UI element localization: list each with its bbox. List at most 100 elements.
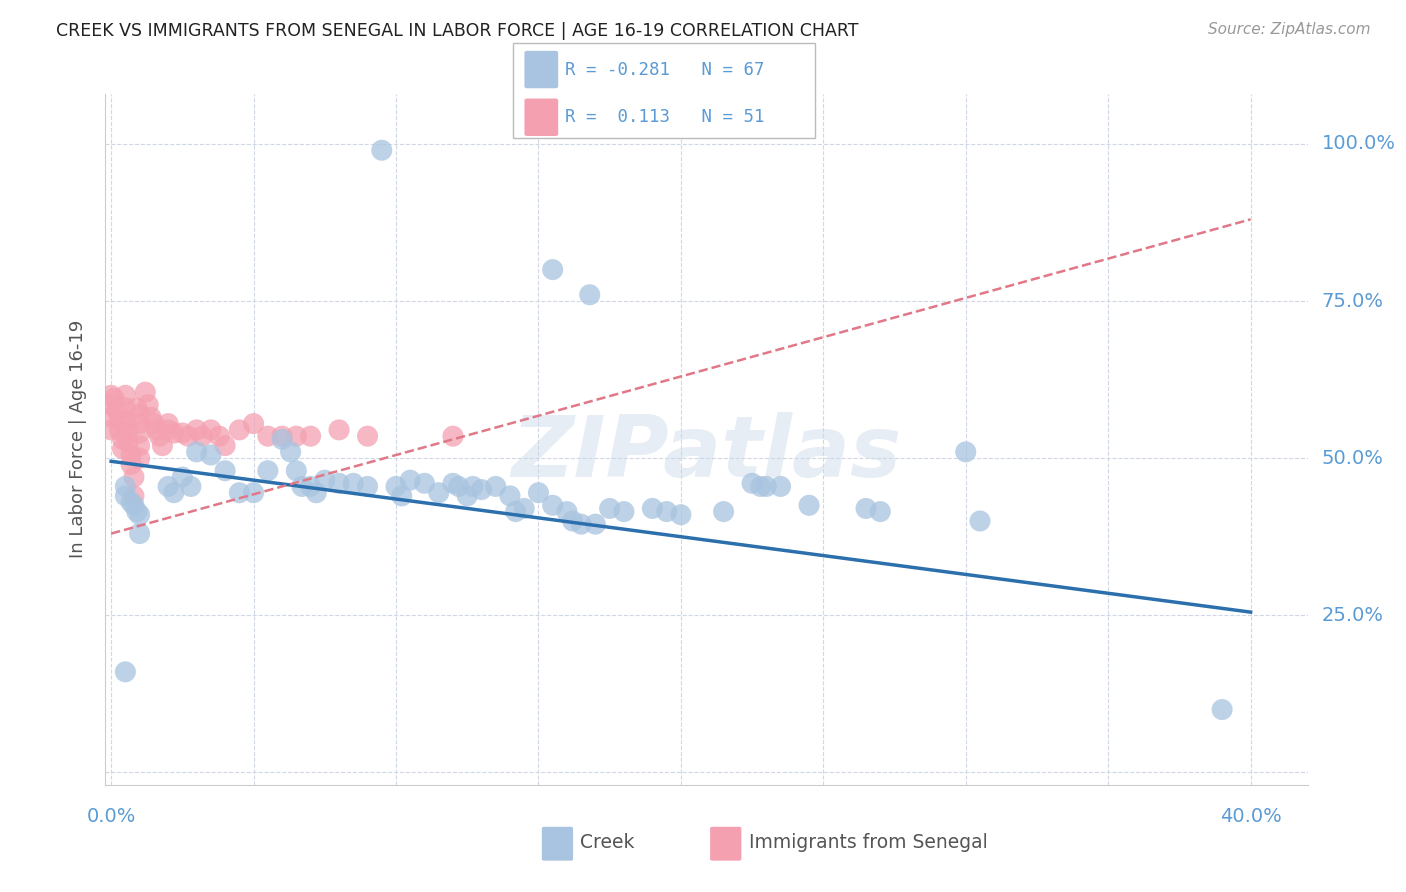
Point [103, 392, 125, 406]
Point [447, 479, 470, 493]
Point [314, 473, 336, 487]
Point [583, 517, 606, 532]
Point [299, 429, 322, 443]
Point [427, 485, 450, 500]
Point [755, 479, 778, 493]
Point [125, 505, 148, 519]
Point [328, 476, 350, 491]
Point [163, 485, 186, 500]
Point [356, 429, 378, 443]
Point [125, 401, 148, 415]
Point [214, 464, 236, 478]
Point [122, 498, 145, 512]
Point [371, 143, 394, 157]
Point [208, 429, 231, 443]
Point [291, 479, 314, 493]
Point [214, 439, 236, 453]
Point [114, 401, 136, 415]
Point [108, 423, 131, 437]
Point [513, 501, 536, 516]
Point [505, 505, 527, 519]
Point [1211, 702, 1233, 716]
Point [114, 388, 136, 402]
Point [100, 388, 122, 402]
Point [128, 417, 150, 431]
Text: 75.0%: 75.0% [1322, 292, 1384, 310]
Point [157, 423, 180, 437]
Point [305, 485, 328, 500]
Text: R = -0.281   N = 67: R = -0.281 N = 67 [565, 61, 765, 78]
Point [285, 464, 308, 478]
Point [299, 479, 322, 493]
FancyBboxPatch shape [541, 827, 574, 861]
Point [100, 410, 122, 425]
Point [741, 476, 763, 491]
Point [256, 464, 278, 478]
Text: CREEK VS IMMIGRANTS FROM SENEGAL IN LABOR FORCE | AGE 16-19 CORRELATION CHART: CREEK VS IMMIGRANTS FROM SENEGAL IN LABO… [56, 22, 859, 40]
Point [470, 483, 492, 497]
Point [200, 448, 222, 462]
Point [356, 479, 378, 493]
Point [128, 526, 150, 541]
Point [134, 385, 156, 400]
Point [152, 439, 174, 453]
Point [461, 479, 484, 493]
Point [186, 423, 208, 437]
Point [797, 498, 820, 512]
Point [561, 514, 583, 528]
Point [114, 665, 136, 679]
Point [955, 445, 977, 459]
Point [117, 423, 139, 437]
Text: 50.0%: 50.0% [1322, 449, 1384, 467]
Point [142, 417, 165, 431]
Point [136, 398, 159, 412]
Point [228, 485, 250, 500]
Point [114, 479, 136, 493]
Text: Immigrants from Senegal: Immigrants from Senegal [748, 833, 987, 852]
Point [256, 429, 278, 443]
Y-axis label: In Labor Force | Age 16-19: In Labor Force | Age 16-19 [69, 320, 87, 558]
Point [114, 413, 136, 427]
Point [271, 432, 294, 446]
Point [242, 417, 264, 431]
Text: Creek: Creek [581, 833, 634, 852]
Point [641, 501, 664, 516]
Point [180, 479, 202, 493]
Point [108, 413, 131, 427]
Point [191, 429, 214, 443]
Point [527, 485, 550, 500]
Point [769, 479, 792, 493]
Point [499, 489, 522, 503]
Point [578, 287, 600, 301]
Point [128, 451, 150, 466]
Point [969, 514, 991, 528]
Point [163, 425, 186, 440]
Point [441, 429, 464, 443]
Text: Source: ZipAtlas.com: Source: ZipAtlas.com [1208, 22, 1371, 37]
Point [128, 407, 150, 421]
Point [111, 442, 134, 456]
Point [148, 429, 170, 443]
Point [613, 505, 636, 519]
Point [186, 445, 208, 459]
Point [200, 423, 222, 437]
Point [342, 476, 364, 491]
Text: 25.0%: 25.0% [1322, 606, 1384, 624]
Point [399, 473, 422, 487]
Point [100, 423, 122, 437]
Point [128, 439, 150, 453]
Point [242, 485, 264, 500]
Point [114, 489, 136, 503]
Point [122, 489, 145, 503]
Point [271, 429, 294, 443]
Point [120, 448, 142, 462]
Text: 100.0%: 100.0% [1322, 135, 1396, 153]
Point [145, 423, 167, 437]
Point [441, 476, 464, 491]
Point [713, 505, 735, 519]
Point [100, 398, 122, 412]
Point [157, 417, 180, 431]
Point [157, 479, 180, 493]
Point [172, 470, 194, 484]
Text: ZIPatlas: ZIPatlas [512, 411, 901, 495]
